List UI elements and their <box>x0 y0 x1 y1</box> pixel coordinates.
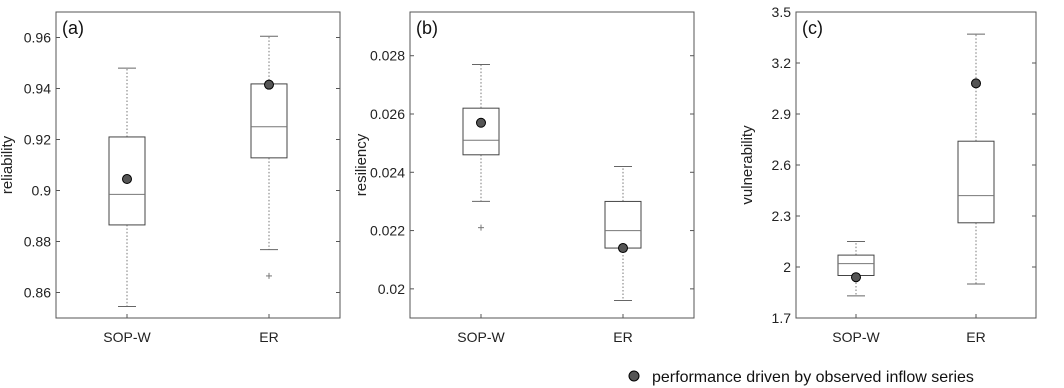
y-tick-label: 0.022 <box>370 223 405 239</box>
y-tick-label: 1.7 <box>772 310 792 326</box>
y-tick-label: 2.9 <box>772 106 792 122</box>
y-tick-label: 0.9 <box>32 183 52 199</box>
observed-point <box>264 79 274 90</box>
y-tick-label: 0.02 <box>378 281 405 297</box>
observed-point <box>971 78 981 89</box>
plot-frame <box>795 11 1037 319</box>
y-tick-label: 0.88 <box>24 234 51 250</box>
box-body <box>604 200 642 249</box>
x-tick-label: SOP-W <box>103 329 151 345</box>
box-er: ER <box>250 35 288 345</box>
outlier-marker <box>266 272 272 279</box>
box-er: ER <box>957 33 995 345</box>
box-sop-w: SOP-W <box>103 67 152 345</box>
panel-2: 1.7 2 2.3 2.6 2.9 3.2 3.5 vulnerability (c) SOP-W… <box>739 4 1037 345</box>
y-axis-label: vulnerability <box>739 125 756 205</box>
y-tick-label: 0.86 <box>24 285 51 301</box>
plot-frame <box>55 11 341 319</box>
legend-label: performance driven by observed inflow se… <box>652 369 974 386</box>
y-tick-label: 0.92 <box>24 132 51 148</box>
panel-1: 0.02 0.022 0.024 0.026 0.028 resiliency (b) SOP… <box>353 11 695 345</box>
box-er: ER <box>604 165 642 345</box>
panel-label: (a) <box>62 18 84 38</box>
x-tick-label: ER <box>966 329 985 345</box>
box-body <box>957 140 995 224</box>
box-sop-w: SOP-W <box>832 241 881 345</box>
box-body <box>462 107 500 156</box>
y-tick-label: 0.94 <box>24 81 51 97</box>
y-tick-label: 3.2 <box>772 55 792 71</box>
box-sop-w: SOP-W <box>457 63 506 345</box>
outlier-marker <box>478 224 484 231</box>
legend-marker <box>628 370 640 382</box>
y-tick-label: 0.96 <box>24 30 51 46</box>
box-body <box>250 83 288 159</box>
observed-point <box>618 243 628 254</box>
y-axis-label: resiliency <box>353 133 370 196</box>
y-tick-label: 0.026 <box>370 106 405 122</box>
panel-0: 0.86 0.88 0.9 0.92 0.94 0.96 reliability (a) SOP… <box>0 11 341 345</box>
x-tick-label: ER <box>259 329 278 345</box>
observed-point <box>476 117 486 128</box>
y-axis-label: reliability <box>0 135 16 194</box>
y-tick-label: 3.5 <box>772 4 792 20</box>
x-tick-label: ER <box>613 329 632 345</box>
y-tick-label: 2.6 <box>772 157 792 173</box>
x-tick-label: SOP-W <box>832 329 880 345</box>
observed-point <box>851 272 861 283</box>
x-tick-label: SOP-W <box>457 329 505 345</box>
observed-point <box>122 174 132 185</box>
box-body <box>108 136 146 226</box>
y-tick-label: 0.028 <box>370 48 405 64</box>
plot-frame <box>409 11 695 319</box>
panel-label: (b) <box>416 18 438 38</box>
panel-label: (c) <box>802 18 823 38</box>
y-tick-label: 2.3 <box>772 208 792 224</box>
y-tick-label: 2 <box>783 259 791 275</box>
y-tick-label: 0.024 <box>370 164 405 180</box>
legend: performance driven by observed inflow se… <box>628 369 974 386</box>
